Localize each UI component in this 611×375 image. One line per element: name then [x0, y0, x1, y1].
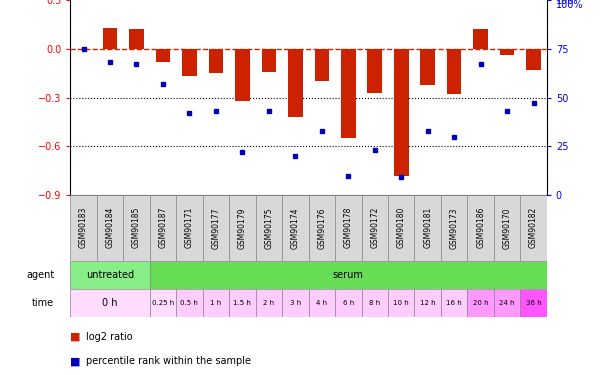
Text: GSM90172: GSM90172 [370, 207, 379, 249]
Text: time: time [32, 298, 54, 308]
Text: GSM90171: GSM90171 [185, 207, 194, 249]
Text: GSM90174: GSM90174 [291, 207, 300, 249]
Text: 10 h: 10 h [393, 300, 409, 306]
Text: GSM90183: GSM90183 [79, 207, 88, 249]
Bar [388, 289, 414, 317]
Text: 0.25 h: 0.25 h [152, 300, 174, 306]
Text: 2 h: 2 h [263, 300, 274, 306]
Bar [394, 49, 409, 176]
Bar [388, 195, 414, 261]
Bar [70, 289, 150, 317]
Bar [255, 289, 282, 317]
Text: 20 h: 20 h [473, 300, 488, 306]
Text: 0.5 h: 0.5 h [180, 300, 199, 306]
Text: ■: ■ [70, 356, 81, 366]
Bar [309, 195, 335, 261]
Bar [150, 289, 176, 317]
Text: GSM90177: GSM90177 [211, 207, 221, 249]
Bar [176, 195, 203, 261]
Text: 36 h: 36 h [525, 300, 541, 306]
Bar [156, 49, 170, 62]
Text: log2 ratio: log2 ratio [86, 332, 132, 342]
Bar [229, 289, 255, 317]
Bar [467, 195, 494, 261]
Bar [367, 49, 382, 93]
Bar [362, 289, 388, 317]
Text: GSM90186: GSM90186 [476, 207, 485, 249]
Bar [182, 49, 197, 76]
Bar [309, 289, 335, 317]
Text: ■: ■ [70, 332, 81, 342]
Bar [362, 195, 388, 261]
Text: 6 h: 6 h [343, 300, 354, 306]
Text: 12 h: 12 h [420, 300, 436, 306]
Bar [97, 195, 123, 261]
Bar [70, 261, 150, 289]
Bar [203, 289, 229, 317]
Text: 0 h: 0 h [102, 298, 118, 308]
Text: GSM90182: GSM90182 [529, 207, 538, 249]
Bar [335, 195, 362, 261]
Bar [262, 49, 276, 72]
Bar [494, 289, 521, 317]
Bar [420, 49, 435, 84]
Text: 100%: 100% [557, 0, 584, 10]
Bar [103, 28, 117, 49]
Text: 4 h: 4 h [316, 300, 327, 306]
Bar [441, 195, 467, 261]
Bar [70, 195, 97, 261]
Text: GSM90176: GSM90176 [317, 207, 326, 249]
Text: GSM90185: GSM90185 [132, 207, 141, 249]
Text: 8 h: 8 h [369, 300, 381, 306]
Bar [315, 49, 329, 81]
Text: untreated: untreated [86, 270, 134, 280]
Bar [335, 289, 362, 317]
Bar [414, 289, 441, 317]
Bar [255, 195, 282, 261]
Text: GSM90180: GSM90180 [397, 207, 406, 249]
Text: 1.5 h: 1.5 h [233, 300, 251, 306]
Text: agent: agent [26, 270, 54, 280]
Bar [447, 49, 461, 94]
Text: serum: serum [333, 270, 364, 280]
Text: 3 h: 3 h [290, 300, 301, 306]
Text: 24 h: 24 h [499, 300, 515, 306]
Text: GSM90181: GSM90181 [423, 207, 432, 249]
Text: GSM90184: GSM90184 [106, 207, 114, 249]
Text: GSM90170: GSM90170 [503, 207, 511, 249]
Bar [203, 195, 229, 261]
Bar [235, 49, 250, 101]
Bar [526, 49, 541, 70]
Bar [282, 195, 309, 261]
Bar [229, 195, 255, 261]
Text: GSM90173: GSM90173 [450, 207, 459, 249]
Text: percentile rank within the sample: percentile rank within the sample [86, 356, 251, 366]
Bar [521, 195, 547, 261]
Bar [467, 289, 494, 317]
Bar [500, 49, 514, 55]
Bar [150, 195, 176, 261]
Text: GSM90178: GSM90178 [344, 207, 353, 249]
Bar [341, 49, 356, 138]
Bar [494, 195, 521, 261]
Text: GSM90179: GSM90179 [238, 207, 247, 249]
Bar [414, 195, 441, 261]
Bar [150, 261, 547, 289]
Bar [521, 289, 547, 317]
Bar [208, 49, 223, 73]
Text: GSM90175: GSM90175 [265, 207, 273, 249]
Bar [282, 289, 309, 317]
Text: GSM90187: GSM90187 [158, 207, 167, 249]
Bar [123, 195, 150, 261]
Bar [474, 29, 488, 49]
Text: 1 h: 1 h [210, 300, 222, 306]
Bar [441, 289, 467, 317]
Text: 16 h: 16 h [446, 300, 462, 306]
Bar [288, 49, 302, 117]
Bar [176, 289, 203, 317]
Bar [129, 29, 144, 49]
